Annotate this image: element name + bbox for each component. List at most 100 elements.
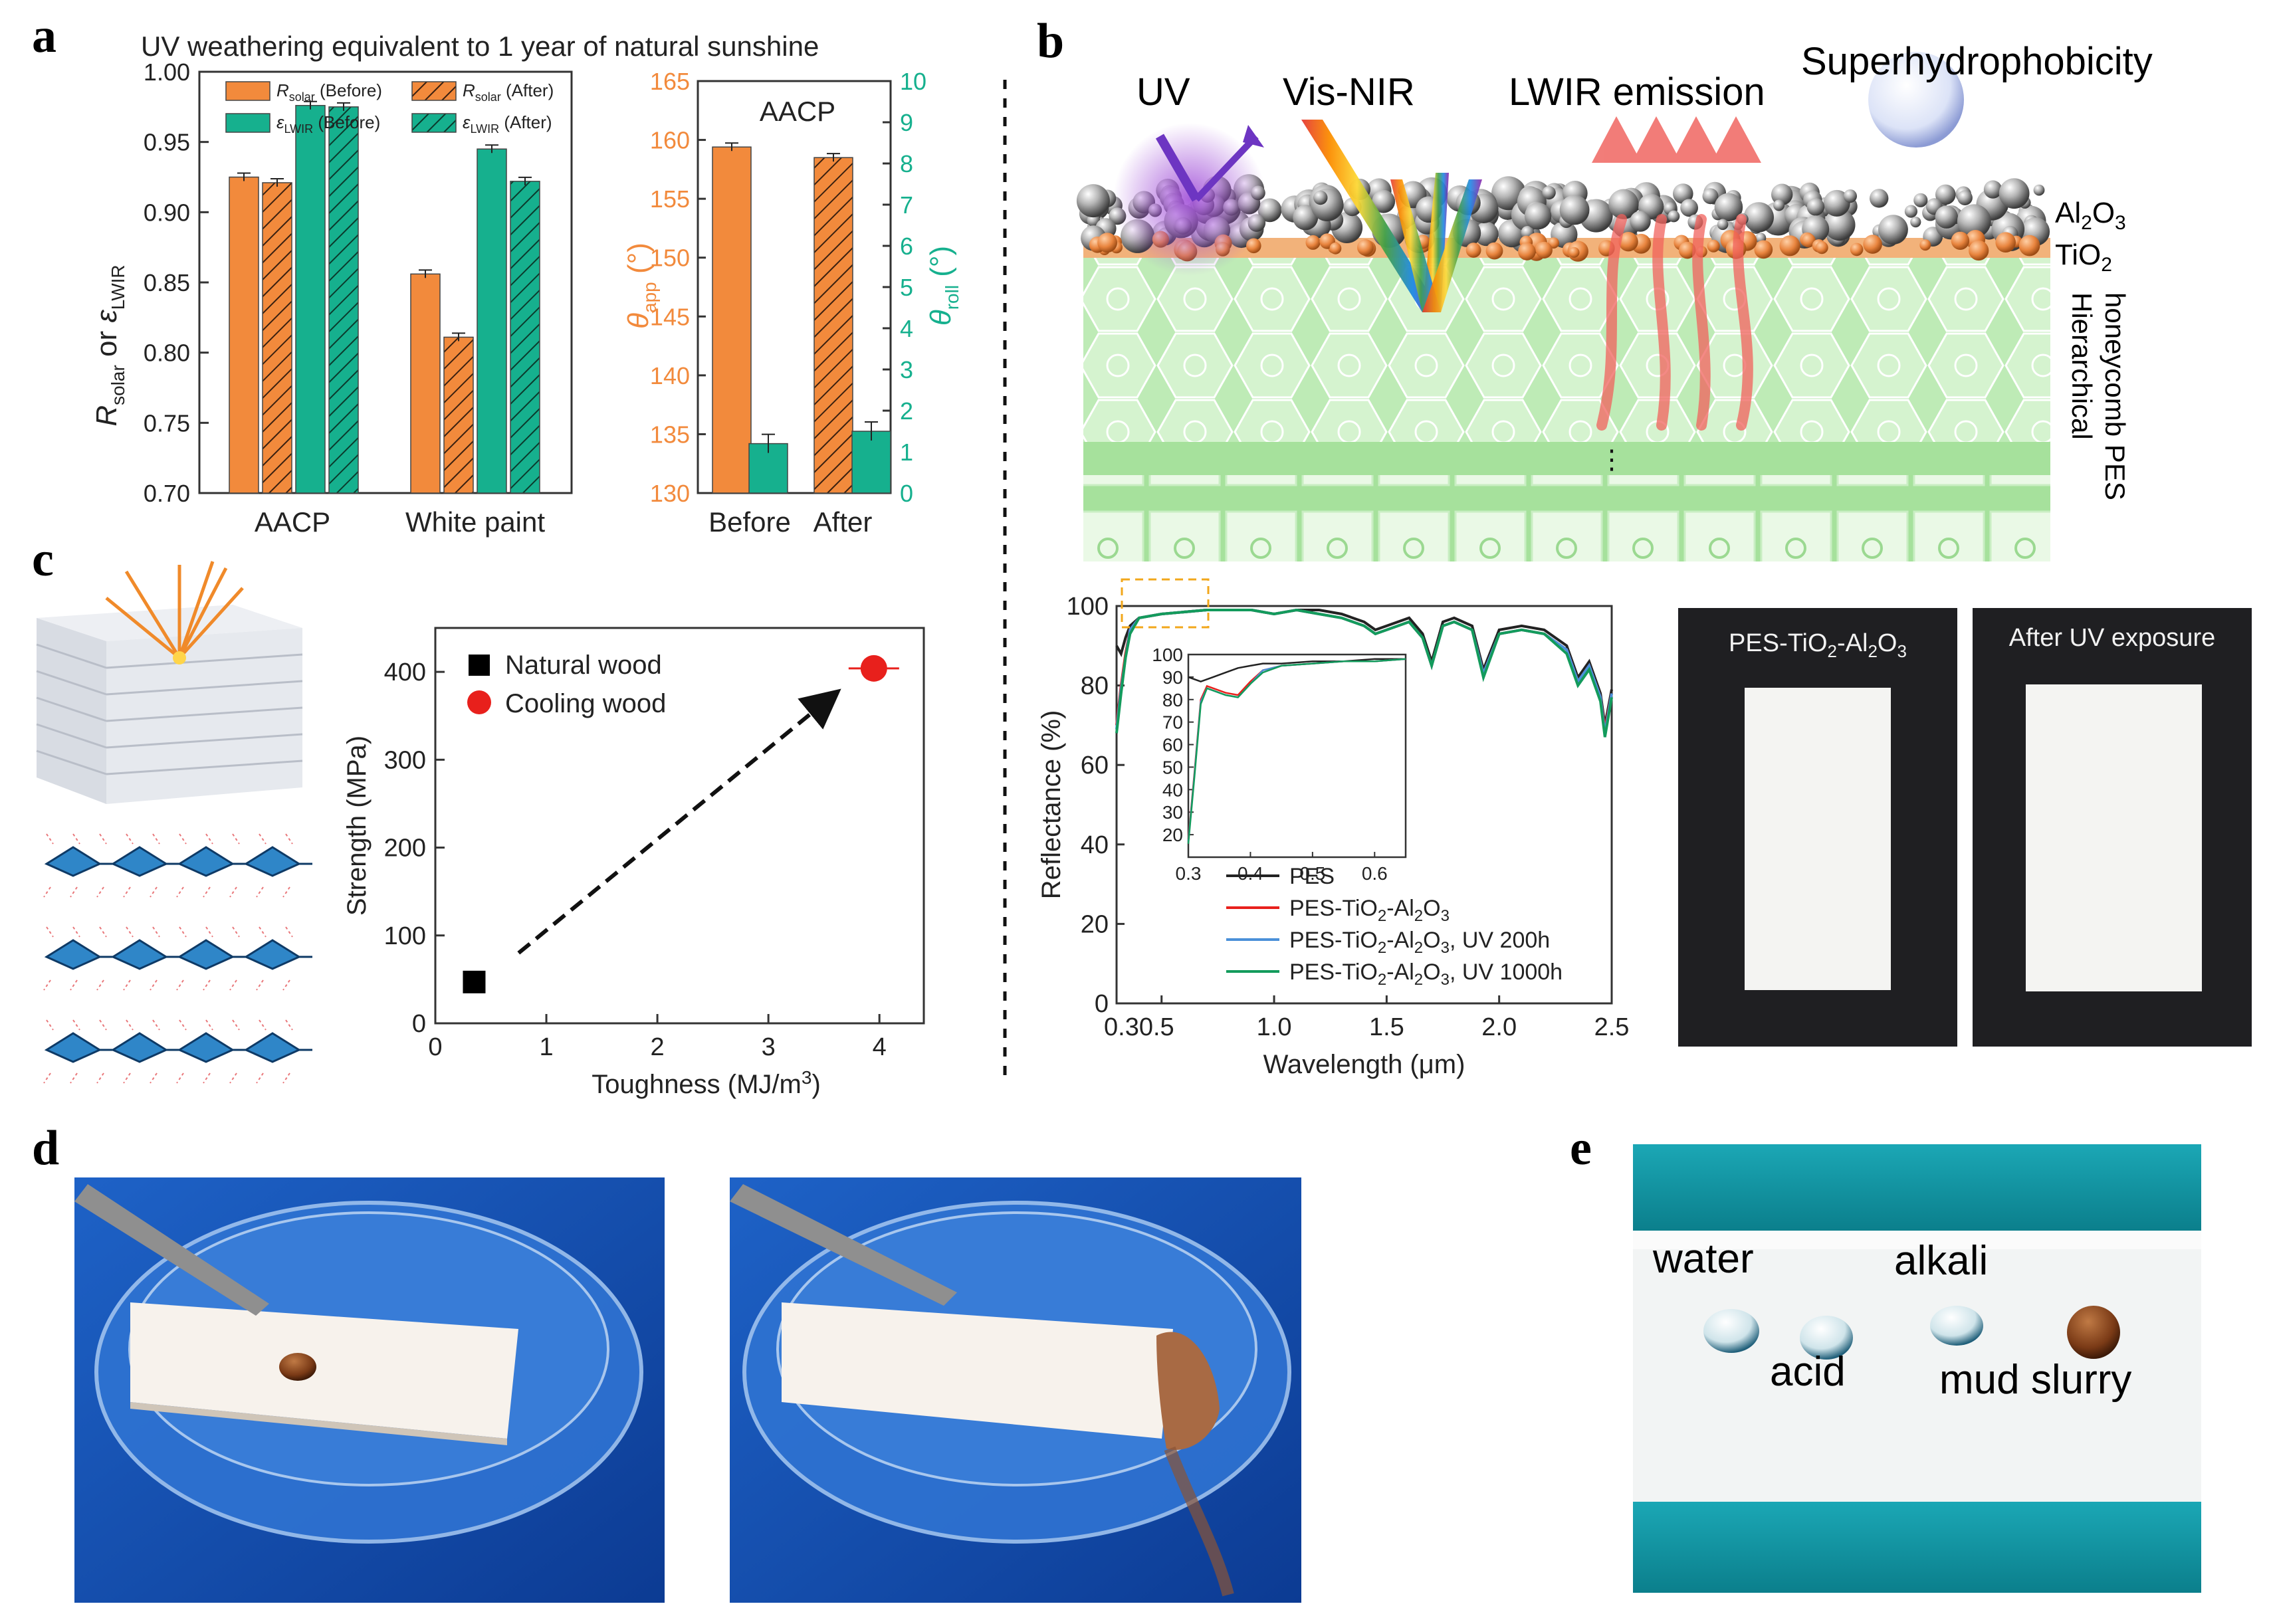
al2o3-particle (1904, 205, 1917, 218)
h-bond (232, 926, 240, 938)
al2o3-particle (1983, 180, 2002, 199)
honeycomb-layer (1083, 256, 2050, 442)
legend-label: εLWIR (Before) (276, 112, 380, 136)
bar (477, 148, 507, 494)
al2o3-particle (1957, 190, 1973, 205)
h-bond (229, 979, 237, 991)
tio2-particle (1305, 235, 1321, 250)
al2o3-particle (1717, 219, 1729, 231)
lwir-arrows (1596, 214, 1753, 431)
h-bond (43, 979, 51, 991)
honeycomb-band (1083, 442, 2050, 475)
photo-before-label: PES-TiO2-Al2O3 (1729, 629, 1907, 661)
h-bond (43, 1072, 51, 1084)
x-axis-label-sup: 3 (802, 1067, 812, 1088)
legend-label: PES-TiO2-Al2O3, UV 200h (1289, 928, 1550, 957)
tio2-particle (1815, 241, 1828, 254)
h-bond (70, 1072, 78, 1084)
h-bond (282, 886, 290, 898)
h-bond (43, 886, 51, 898)
y-tick-label-right: 9 (900, 109, 913, 136)
h-bond (150, 886, 158, 898)
h-bond (285, 1019, 293, 1031)
label-water: water (1652, 1236, 1754, 1282)
legend-label-part: 2 (1378, 971, 1386, 989)
h-bond (126, 926, 134, 938)
panel-letter-e: e (1570, 1121, 1592, 1175)
x-category-label: After (813, 506, 873, 538)
h-bond (205, 1019, 213, 1031)
series-line (1115, 608, 1613, 738)
h-bond (123, 886, 131, 898)
legend-label-end: (Before) (315, 80, 382, 100)
tio2-particle (1969, 240, 1989, 261)
al2o3-particle (1491, 176, 1526, 211)
h-bond (205, 926, 213, 938)
legend-label-part: 3 (1441, 907, 1450, 925)
h-bond (96, 1072, 104, 1084)
al2o3-particle (1702, 188, 1719, 205)
y-tick-label: 0.80 (144, 340, 190, 367)
legend-label-end: (After) (499, 112, 552, 132)
legend-label-sub: solar (475, 90, 501, 104)
h-bond (256, 979, 264, 991)
h-bond (72, 926, 80, 938)
panel-b-photos: PES-TiO2-Al2O3 After UV exposure (1678, 608, 2252, 1047)
label-alkali: alkali (1894, 1238, 1988, 1284)
h-bond (99, 833, 107, 845)
label-mud-slurry: mud slurry (1939, 1357, 2131, 1403)
inset-x-tick-label: 0.5 (1299, 863, 1325, 884)
inset-y-tick-label: 80 (1162, 690, 1183, 710)
al2o3-particle (1806, 198, 1825, 216)
uv-glow (1113, 123, 1266, 276)
tio2-particle (1097, 233, 1117, 253)
legend-label-sub: solar (289, 90, 315, 104)
al2o3-particle (1935, 205, 1959, 229)
y-tick-label-left: 130 (650, 480, 690, 507)
bar (262, 182, 292, 494)
glucose-ring (110, 1032, 169, 1063)
h-bond (126, 833, 134, 845)
bar-theta-app (712, 146, 752, 494)
y-axis-label-part: solar (108, 365, 128, 405)
y-axis-label-part: R (90, 405, 123, 427)
y-tick-label-right: 8 (900, 150, 913, 177)
y-axis-label-part: θ (622, 313, 655, 329)
legend-label-part: PES-TiO (1289, 928, 1378, 953)
x-axis-label: Wavelength (μm) (1263, 1050, 1465, 1079)
h-bond (99, 1019, 107, 1031)
tio2-particle (1951, 231, 1970, 250)
y-axis-label-right: θroll (°) (924, 246, 962, 326)
tio2-particle (1678, 241, 1696, 259)
h-bond (256, 1072, 264, 1084)
inset-y-tick-label: 90 (1162, 667, 1183, 688)
h-bond (150, 979, 158, 991)
h-bond (72, 1019, 80, 1031)
inset-series-line (1187, 658, 1406, 844)
legend-label: PES-TiO2-Al2O3 (1289, 896, 1450, 925)
y-axis-label-part: θ (924, 310, 957, 326)
glucose-ring (177, 939, 235, 970)
y-axis-label-left: θapp (°) (622, 243, 660, 329)
inset-y-tick-label: 60 (1162, 735, 1183, 756)
h-bond (203, 979, 211, 991)
tio2-particle (1356, 239, 1374, 256)
bar (443, 336, 474, 494)
legend-swatch (411, 113, 457, 133)
tio2-particle (1754, 240, 1773, 259)
legend-label-part: -Al (1386, 896, 1414, 921)
legend-label: Rsolar (After) (463, 80, 554, 104)
tio2-particle (1568, 247, 1580, 258)
inset-x-tick-label: 0.4 (1238, 863, 1263, 884)
panel-b-illustration: ⋮ UV Vis-NIR LWIR emission Superhydropho… (1076, 40, 2153, 561)
legend-marker-natural (469, 655, 490, 676)
al2o3-particle (1824, 209, 1856, 241)
x-tick-label: 1.5 (1369, 1013, 1404, 1041)
h-bond (259, 926, 267, 938)
legend-label: εLWIR (After) (463, 112, 552, 136)
legend-label-end: (After) (501, 80, 554, 100)
tio2-particle (1329, 242, 1342, 254)
label-lwir: LWIR emission (1509, 70, 1765, 114)
y-tick-label: 0.75 (144, 409, 190, 437)
